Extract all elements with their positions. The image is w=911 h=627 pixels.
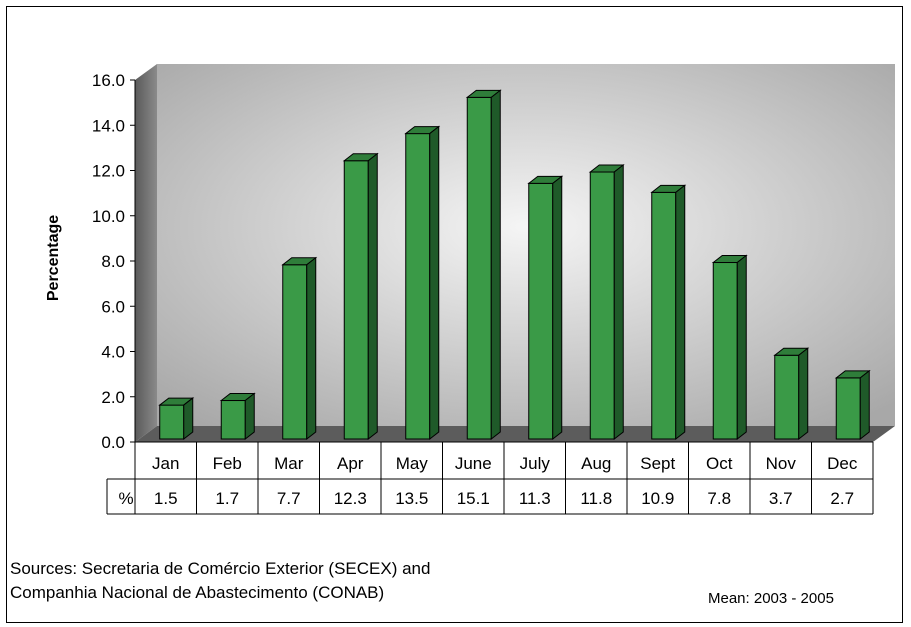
bar-side — [367, 152, 378, 441]
bar-front — [466, 96, 492, 440]
bar-side — [183, 397, 194, 441]
bar-front — [528, 182, 554, 440]
bar-aug — [588, 164, 625, 441]
data-label: 7.8 — [707, 489, 731, 508]
source-note: Sources: Secretaria de Comércio Exterior… — [10, 557, 570, 605]
x-tick-label: Mar — [274, 454, 304, 473]
x-tick-label: Oct — [706, 454, 733, 473]
bar-front — [343, 160, 369, 440]
data-label: 11.8 — [580, 489, 612, 508]
y-tick-label: 4.0 — [101, 343, 125, 362]
x-tick-label: Nov — [766, 454, 797, 473]
bar-side — [859, 369, 870, 441]
y-tick-label: 12.0 — [92, 162, 125, 181]
bar-mar — [281, 256, 318, 441]
data-label: 15.1 — [457, 489, 490, 508]
source-line-1: Sources: Secretaria de Comércio Exterior… — [10, 559, 431, 578]
mean-note: Mean: 2003 - 2005 — [708, 590, 834, 607]
bar-may — [404, 125, 441, 441]
bar-july — [527, 175, 564, 441]
bar-side — [429, 125, 440, 441]
y-tick-label: 14.0 — [92, 116, 125, 135]
bar-apr — [342, 152, 379, 441]
table-row-label: % — [118, 489, 133, 508]
floor — [135, 426, 895, 442]
x-tick-label: Jan — [152, 454, 179, 473]
x-tick-label: Aug — [581, 454, 611, 473]
y-axis-label: Percentage — [45, 215, 62, 301]
x-tick-label: Sept — [640, 454, 675, 473]
x-tick-label: May — [396, 454, 429, 473]
bar-front — [774, 354, 800, 440]
y-tick-label: 6.0 — [101, 297, 125, 316]
data-label: 3.7 — [769, 489, 793, 508]
y-tick-label: 8.0 — [101, 252, 125, 271]
bar-front — [405, 133, 431, 440]
bar-front — [712, 262, 738, 440]
bar-side — [244, 392, 255, 441]
bar-side — [552, 175, 563, 441]
bar-oct — [711, 254, 748, 441]
bar-side — [490, 89, 501, 441]
bar-june — [465, 89, 502, 441]
bar-jan — [158, 397, 195, 441]
bar-dec — [834, 369, 871, 441]
bar-side — [736, 254, 747, 441]
data-label: 10.9 — [641, 489, 674, 508]
bar-side — [306, 256, 317, 441]
y-tick-label: 0.0 — [101, 433, 125, 452]
left-wall — [135, 64, 157, 442]
data-label: 2.7 — [830, 489, 854, 508]
source-line-2: Companhia Nacional de Abastecimento (CON… — [10, 583, 385, 602]
bar-sept — [650, 184, 687, 441]
y-tick-label: 10.0 — [92, 207, 125, 226]
data-label: 13.5 — [395, 489, 428, 508]
plot-backdrop — [135, 64, 895, 442]
x-tick-label: Dec — [827, 454, 858, 473]
bar-side — [613, 164, 624, 441]
y-axis: 0.0 2.0 4.0 6.0 8.0 10.0 12.0 14.0 16.0 — [92, 71, 136, 452]
bar-side — [675, 184, 686, 441]
bar-feb — [219, 392, 256, 441]
x-tick-label: Feb — [213, 454, 242, 473]
bar-nov — [773, 347, 810, 441]
bar-front — [220, 400, 246, 440]
bars-group — [158, 89, 871, 441]
bar-front — [282, 264, 308, 440]
x-tick-label: Apr — [337, 454, 364, 473]
bar-side — [798, 347, 809, 441]
data-label: 12.3 — [334, 489, 367, 508]
bar-front — [159, 404, 185, 440]
bar-front — [835, 377, 861, 440]
x-tick-label: June — [455, 454, 492, 473]
data-label: 7.7 — [277, 489, 301, 508]
back-wall — [157, 64, 895, 426]
data-label: 1.5 — [154, 489, 178, 508]
y-tick-label: 16.0 — [92, 71, 125, 90]
bar-front — [651, 191, 677, 440]
data-label: 11.3 — [519, 489, 551, 508]
x-tick-label: July — [520, 454, 551, 473]
bar-front — [589, 171, 615, 440]
y-tick-label: 2.0 — [101, 388, 125, 407]
data-table: % Jan 1.5 Feb 1.7 Mar 7.7 Apr 12.3 May 13.5 June 15.… — [106, 441, 874, 515]
data-label: 1.7 — [215, 489, 239, 508]
